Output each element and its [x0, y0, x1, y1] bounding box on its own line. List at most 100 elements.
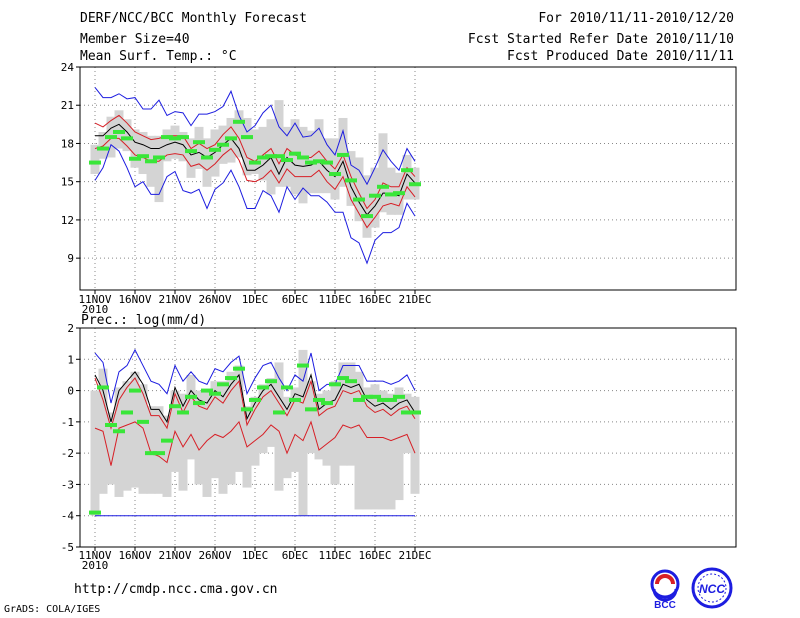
- observed-marker: [169, 136, 181, 141]
- forecast-produced: Fcst Produced Date 2010/11/11: [507, 49, 734, 64]
- y-tick-label: 24: [61, 61, 75, 74]
- observed-marker: [353, 197, 365, 202]
- observed-marker: [305, 407, 317, 412]
- bcc-logo: BCC: [650, 569, 680, 610]
- ensemble-box: [122, 381, 132, 491]
- ensemble-box: [250, 396, 260, 466]
- observed-marker: [281, 158, 293, 163]
- x-tick-label: 26NOV: [198, 293, 231, 306]
- ensemble-box: [370, 384, 380, 510]
- observed-marker: [105, 135, 117, 140]
- ensemble-box: [194, 390, 204, 485]
- ensemble-box: [258, 384, 268, 454]
- observed-marker: [209, 147, 221, 152]
- member-size: Member Size=40: [80, 32, 190, 47]
- ensemble-box: [130, 371, 140, 488]
- ensemble-box: [290, 387, 300, 472]
- y-tick-label: 12: [61, 214, 74, 227]
- ensemble-box: [346, 362, 356, 466]
- forecast-period: For 2010/11/11-2010/12/20: [538, 11, 734, 26]
- y-tick-label: 9: [67, 252, 74, 265]
- observed-marker: [321, 401, 333, 406]
- ensemble-box: [274, 100, 284, 187]
- ensemble-box: [90, 144, 100, 175]
- chart-title: DERF/NCC/BCC Monthly Forecast: [80, 11, 307, 26]
- observed-marker: [129, 388, 141, 393]
- ensemble-box: [274, 362, 284, 491]
- source-url[interactable]: http://cmdp.ncc.cma.gov.cn: [74, 582, 278, 597]
- ensemble-box: [194, 126, 204, 169]
- ensemble-box: [314, 393, 324, 460]
- series-max-member: [94, 87, 416, 186]
- ensemble-box: [402, 393, 412, 454]
- ensemble-box: [330, 381, 340, 485]
- svg-text:BCC: BCC: [654, 600, 676, 610]
- x-tick-label: 21NOV: [158, 293, 191, 306]
- x-tick-label: 21DEC: [398, 293, 431, 306]
- observed-marker: [145, 451, 157, 456]
- y-tick-label: -1: [61, 416, 74, 429]
- ensemble-box: [322, 390, 332, 466]
- observed-marker: [265, 154, 277, 159]
- observed-marker: [201, 155, 213, 160]
- observed-marker: [377, 397, 389, 402]
- ensemble-box: [322, 138, 332, 194]
- x-tick-label: 11DEC: [318, 293, 351, 306]
- observed-marker: [225, 376, 237, 381]
- observed-marker: [385, 192, 397, 197]
- x-tick-label: 11NOV: [78, 549, 111, 562]
- ensemble-box: [298, 349, 308, 516]
- observed-marker: [217, 382, 229, 387]
- ensemble-box: [210, 129, 220, 177]
- ensemble-box: [258, 126, 268, 181]
- y-tick-label: -4: [61, 510, 75, 523]
- x-tick-label: 11DEC: [318, 549, 351, 562]
- x-tick-label: 16DEC: [358, 549, 391, 562]
- ensemble-box: [162, 129, 172, 162]
- ensemble-box: [146, 406, 156, 494]
- variable-label: Mean Surf. Temp.: °C: [80, 49, 237, 64]
- observed-marker: [393, 394, 405, 399]
- observed-marker: [313, 397, 325, 402]
- x-tick-label: 26NOV: [198, 549, 231, 562]
- observed-marker: [217, 142, 229, 147]
- observed-marker: [265, 379, 277, 384]
- ensemble-box: [202, 390, 212, 497]
- observed-marker: [129, 156, 141, 161]
- ensemble-box: [386, 167, 396, 215]
- observed-marker: [153, 451, 165, 456]
- series-lower-spread: [94, 420, 416, 466]
- observed-marker: [249, 397, 261, 402]
- x-tick-label: 16NOV: [118, 549, 151, 562]
- series-ensemble-mean: [95, 123, 416, 216]
- observed-marker: [201, 388, 213, 393]
- observed-marker: [153, 155, 165, 160]
- observed-marker: [121, 136, 133, 141]
- observed-marker: [169, 404, 181, 409]
- observed-marker: [401, 168, 413, 173]
- ensemble-box: [338, 117, 348, 187]
- ensemble-box: [394, 387, 404, 501]
- x-tick-label: 21DEC: [398, 549, 431, 562]
- observed-marker: [377, 184, 389, 189]
- observed-marker: [257, 385, 269, 390]
- observed-marker: [385, 397, 397, 402]
- observed-marker: [89, 160, 101, 165]
- observed-marker: [225, 136, 237, 141]
- ensemble-box: [306, 381, 316, 454]
- ensemble-box: [250, 129, 260, 175]
- x-tick-label: 16DEC: [358, 293, 391, 306]
- observed-marker: [137, 419, 149, 424]
- ensemble-box: [362, 175, 372, 238]
- observed-marker: [161, 135, 173, 140]
- observed-marker: [297, 155, 309, 160]
- x-tick-label: 21NOV: [158, 549, 191, 562]
- observed-marker: [113, 129, 125, 134]
- precip-label: Prec.: log(mm/d): [81, 313, 206, 328]
- observed-marker: [193, 140, 205, 145]
- observed-marker: [257, 155, 269, 160]
- ensemble-box: [154, 135, 164, 203]
- y-tick-label: -3: [61, 478, 74, 491]
- observed-marker: [113, 429, 125, 434]
- observed-marker: [345, 178, 357, 183]
